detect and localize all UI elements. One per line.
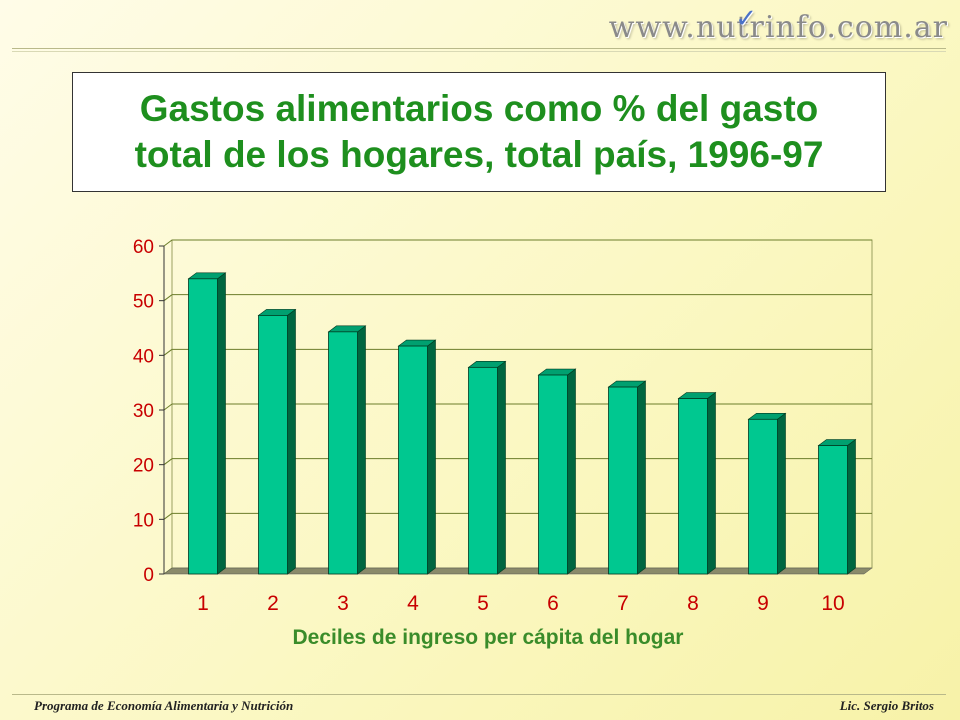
gridline-side — [163, 239, 173, 247]
x-tick-label: 3 — [337, 592, 349, 615]
bar-side — [777, 412, 786, 575]
y-tick-label: 10 — [133, 510, 154, 531]
x-tick-label: 2 — [267, 592, 279, 615]
gridline-side — [163, 294, 173, 302]
chart-title-line-2: total de los hogares, total país, 1996-9… — [134, 134, 824, 175]
y-tick-label: 0 — [143, 565, 154, 586]
y-tick-label: 20 — [133, 456, 154, 477]
bar — [398, 345, 428, 575]
x-tick-label: 7 — [617, 592, 629, 615]
footer-author: Lic. Sergio Britos — [839, 698, 934, 713]
bar-side — [427, 339, 436, 575]
bar — [748, 418, 778, 575]
bar-side — [497, 360, 506, 575]
brand-text: www.nutrinfo.com.ar — [608, 10, 948, 45]
x-tick-label: 5 — [477, 592, 489, 615]
bar-side — [357, 325, 366, 575]
x-tick-label: 4 — [407, 592, 419, 615]
bar — [818, 445, 848, 575]
bar-side — [217, 272, 226, 575]
gridline-side — [163, 403, 173, 411]
bar-side — [637, 380, 646, 575]
footer-rule — [12, 694, 946, 695]
chart-title-box: Gastos alimentarios como % del gasto tot… — [72, 72, 886, 192]
bar — [468, 366, 498, 575]
y-tick-label: 30 — [133, 401, 154, 422]
bar-side — [847, 438, 856, 575]
checkmark-icon: ✓ — [735, 4, 758, 34]
chart-title-line-1: Gastos alimentarios como % del gasto — [139, 88, 819, 129]
x-tick-label: 10 — [821, 592, 844, 615]
y-tick-label: 60 — [133, 237, 154, 258]
x-axis-label: Deciles de ingreso per cápita del hogar — [293, 626, 684, 649]
header-rule — [12, 48, 946, 52]
bar — [608, 386, 638, 575]
brand-logo: www.nutrinfo.com.ar ✓ — [608, 4, 948, 45]
gridline-side — [163, 458, 173, 466]
y-tick-label: 50 — [133, 292, 154, 313]
x-tick-label: 8 — [687, 592, 699, 615]
gridline-side — [163, 348, 173, 356]
x-tick-label: 9 — [757, 592, 769, 615]
bar-side — [707, 391, 716, 575]
x-tick-label: 6 — [547, 592, 559, 615]
chart-title: Gastos alimentarios como % del gasto tot… — [79, 86, 879, 178]
bar-side — [567, 368, 576, 575]
bar — [538, 374, 568, 575]
bar — [258, 315, 288, 575]
bar — [188, 278, 218, 575]
bar — [328, 331, 358, 575]
bar-side — [287, 308, 296, 575]
y-tick-label: 40 — [133, 346, 154, 367]
x-tick-label: 1 — [197, 592, 209, 615]
footer-program: Programa de Economía Alimentaria y Nutri… — [34, 698, 294, 713]
bar — [678, 398, 708, 575]
gridline-side — [163, 512, 173, 520]
